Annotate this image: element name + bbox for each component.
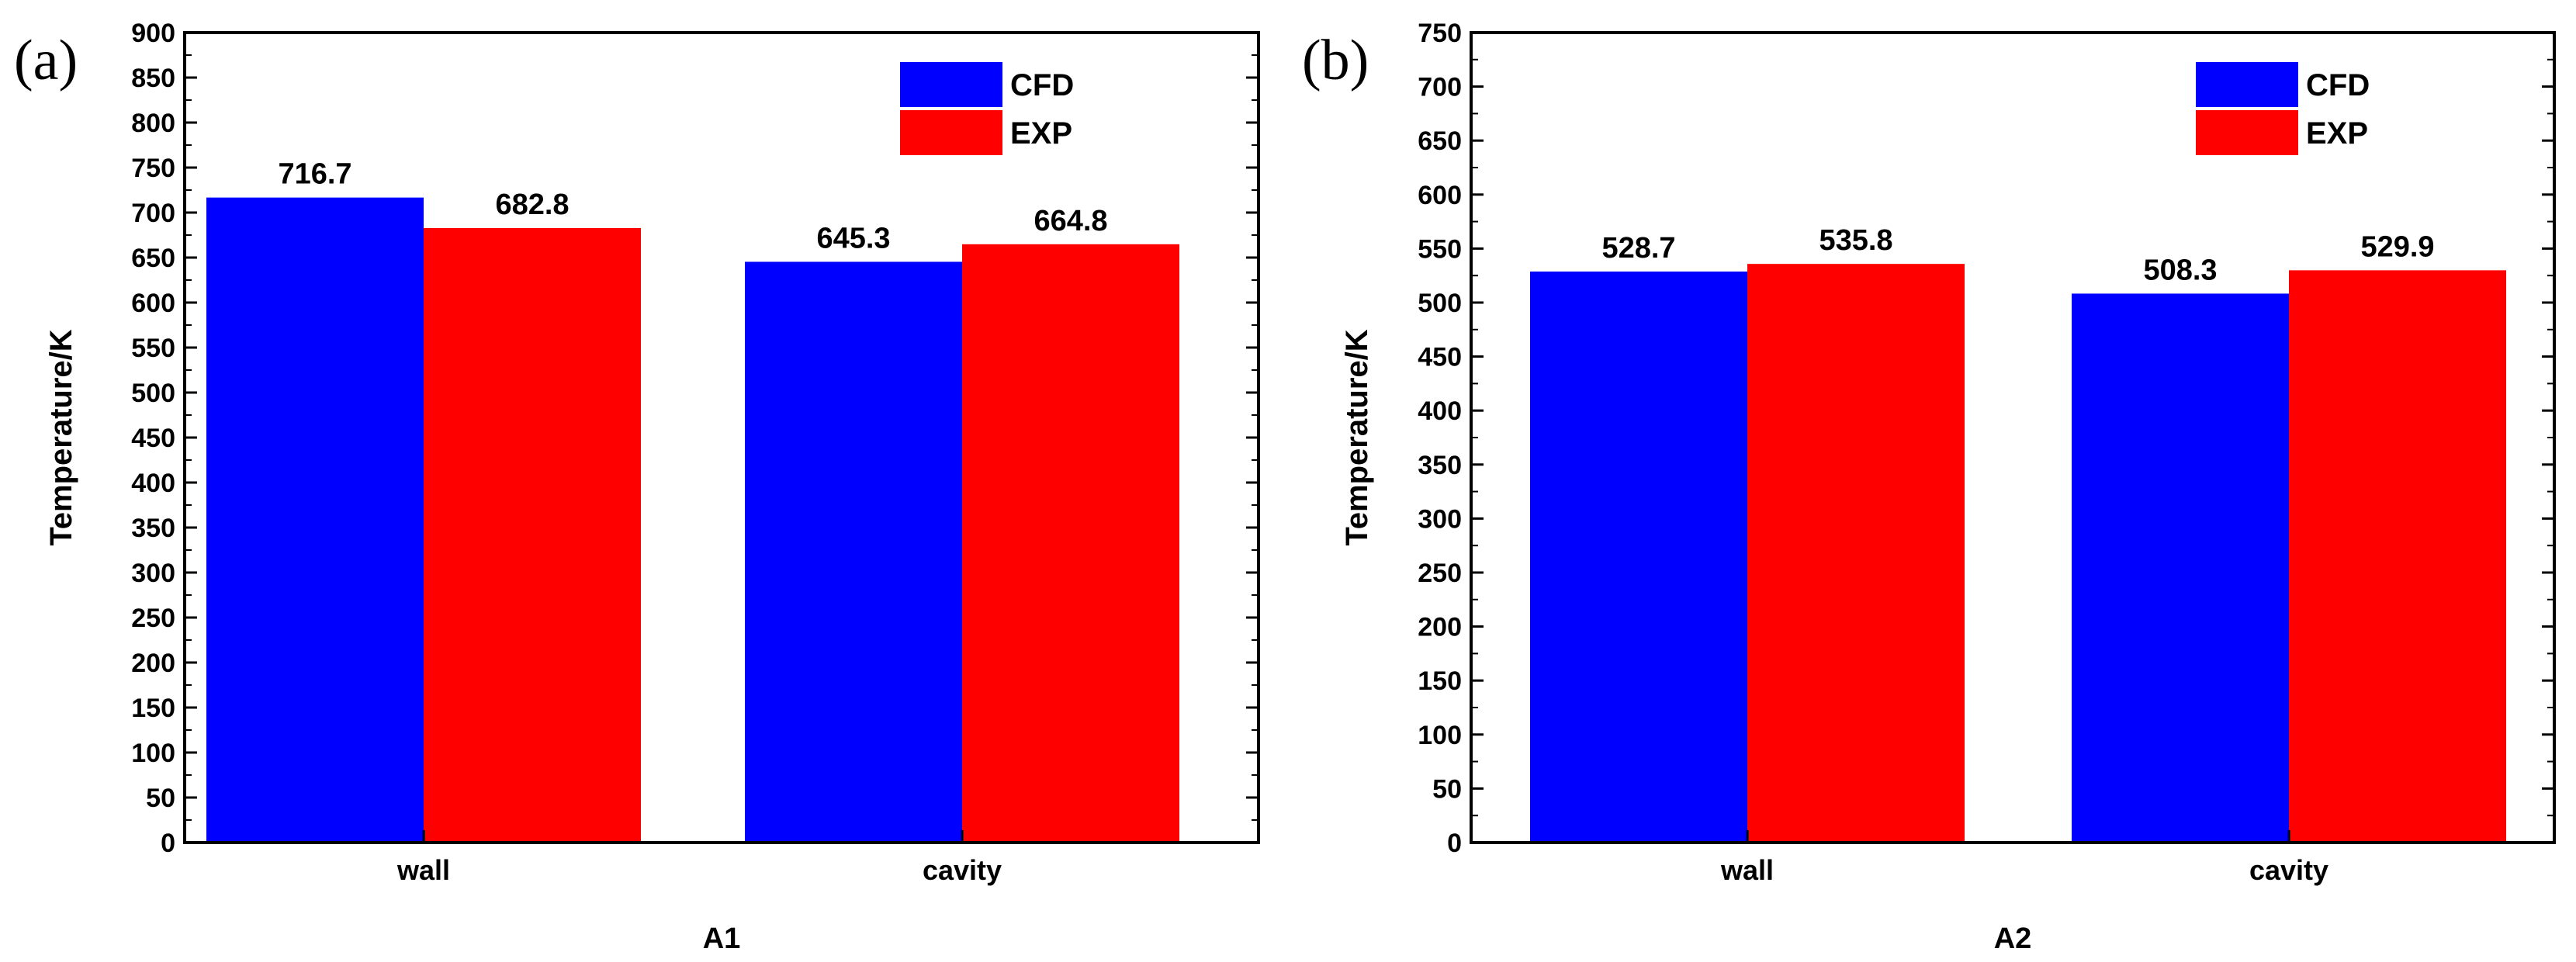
y-tick-label: 100	[1418, 721, 1462, 750]
legend-label-exp: EXP	[1010, 116, 1072, 151]
y-tick-label: 100	[131, 739, 175, 768]
y-tick-label: 350	[1418, 451, 1462, 480]
data-label-cfd-wall: 528.7	[1601, 232, 1675, 265]
bar-cfd-cavity	[745, 261, 962, 843]
x-tick-label-wall: wall	[396, 854, 450, 886]
y-tick-label: 550	[131, 334, 175, 363]
y-tick-label: 450	[131, 424, 175, 453]
bar-exp-cavity	[962, 244, 1179, 843]
y-tick-label: 150	[1418, 666, 1462, 696]
legend-label-exp: EXP	[2306, 116, 2368, 151]
data-label-exp-cavity: 664.8	[1034, 205, 1107, 237]
y-tick-label: 50	[146, 784, 175, 813]
y-tick-label: 250	[131, 604, 175, 633]
y-tick-label: 600	[1418, 181, 1462, 210]
y-tick-label: 450	[1418, 343, 1462, 372]
data-label-exp-wall: 535.8	[1819, 224, 1892, 257]
y-tick-label: 900	[131, 19, 175, 48]
y-tick-label: 500	[1418, 289, 1462, 318]
y-tick-label: 200	[131, 649, 175, 678]
y-tick-label: 750	[1418, 19, 1462, 48]
x-axis-label: A2	[1994, 922, 2032, 955]
bar-cfd-cavity	[2072, 293, 2289, 843]
y-axis-label: Temperature/K	[44, 329, 78, 545]
y-tick-label: 600	[131, 289, 175, 318]
data-label-cfd-wall: 716.7	[278, 158, 351, 191]
y-tick-label: 0	[1447, 829, 1462, 858]
x-axis-label: A1	[703, 922, 741, 955]
bar-exp-cavity	[2289, 270, 2506, 843]
data-label-exp-cavity: 529.9	[2360, 230, 2434, 263]
data-label-cfd-cavity: 508.3	[2143, 254, 2217, 286]
x-tick-label-wall: wall	[1720, 854, 1774, 886]
x-tick-label-cavity: cavity	[2249, 854, 2328, 886]
legend-swatch-cfd	[900, 62, 1002, 107]
y-tick-label: 400	[1418, 396, 1462, 426]
bar-exp-wall	[424, 227, 641, 843]
panel-label: (a)	[14, 29, 78, 92]
y-tick-label: 700	[131, 199, 175, 228]
chart-panel-a: (a) 716.7 645.3 682.8 664.8 0 50 100 150 200 250 30…	[14, 19, 1260, 955]
y-tick-label: 550	[1418, 234, 1462, 264]
y-tick-label: 850	[131, 64, 175, 93]
y-tick-label: 200	[1418, 613, 1462, 642]
legend-label-cfd: CFD	[1010, 68, 1074, 102]
bar-cfd-wall	[1530, 272, 1747, 843]
bar-exp-wall	[1747, 264, 1965, 843]
y-tick-label: 400	[131, 469, 175, 498]
y-tick-label: 300	[131, 559, 175, 588]
y-tick-label: 300	[1418, 504, 1462, 534]
y-tick-label: 700	[1418, 73, 1462, 102]
y-tick-label: 650	[1418, 126, 1462, 156]
chart-panel-b: (b) 528.7 508.3 535.8 529.9 0 50 100 150 200 250 30…	[1302, 19, 2556, 955]
y-tick-label: 0	[161, 829, 175, 858]
y-tick-label: 650	[131, 244, 175, 273]
bar-cfd-wall	[206, 197, 424, 843]
legend-label-cfd: CFD	[2306, 68, 2370, 102]
y-tick-label: 800	[131, 109, 175, 138]
legend-swatch-exp	[900, 110, 1002, 155]
legend-swatch-cfd	[2196, 62, 2298, 107]
panel-label: (b)	[1302, 29, 1369, 92]
y-tick-label: 50	[1432, 774, 1462, 804]
y-axis-label: Temperature/K	[1340, 329, 1374, 545]
legend-swatch-exp	[2196, 110, 2298, 155]
data-label-cfd-cavity: 645.3	[816, 222, 890, 254]
y-tick-label: 750	[131, 154, 175, 183]
y-tick-label: 250	[1418, 559, 1462, 588]
data-label-exp-wall: 682.8	[495, 189, 569, 221]
x-tick-label-cavity: cavity	[923, 854, 1002, 886]
y-tick-label: 500	[131, 379, 175, 408]
y-tick-label: 150	[131, 694, 175, 723]
y-tick-label: 350	[131, 514, 175, 543]
